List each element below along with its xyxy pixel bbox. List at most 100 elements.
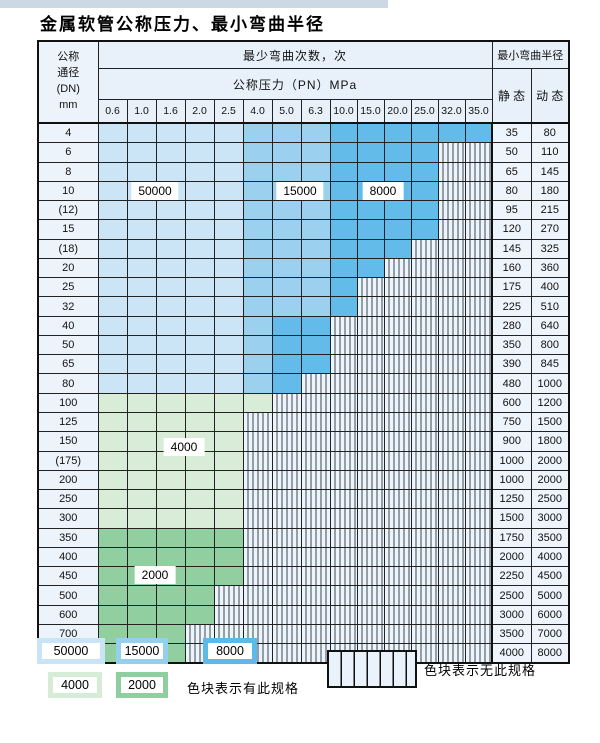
no-spec-cell [464,315,493,336]
no-spec-cell [271,508,302,529]
dynamic-radius-cell: 180 [530,180,570,202]
no-spec-cell [437,431,466,452]
cycle-cell-15000 [242,315,273,336]
cycle-cell-50000 [97,334,128,356]
no-spec-cell [356,527,385,548]
dn-cell: 400 [37,546,99,568]
no-spec-cell [300,604,331,625]
cycle-cell-50000 [213,296,244,317]
cycle-cell-8000 [271,354,302,375]
table-row: (12) 95 215 [37,200,570,221]
table-row: 500 2500 5000 [37,585,570,606]
cycle-cell-15000 [300,200,331,221]
cycle-cell-50000 [155,219,186,240]
no-spec-cell [383,392,412,413]
cycle-cell-50000 [97,122,128,144]
no-spec-cell [383,411,412,433]
dynamic-radius-cell: 2000 [530,469,570,491]
no-spec-cell [437,392,466,413]
dynamic-radius-cell: 2000 [530,450,570,471]
no-spec-cell [271,450,302,471]
cycle-cell-8000 [271,373,302,394]
legend-swatch-15000: 15000 [116,638,168,664]
cycle-cell-8000 [329,277,358,298]
static-radius-cell: 4000 [491,643,532,664]
cycle-cell-4000 [155,469,186,491]
pn-value-header: 0.6 [97,99,128,124]
cycle-cell-15000 [242,142,273,163]
static-radius-cell: 2000 [491,546,532,568]
cycle-cell-50000 [184,315,215,336]
no-spec-cell [437,296,466,317]
no-spec-cell [437,489,466,510]
cycle-cell-50000 [184,219,215,240]
no-spec-cell [464,392,493,413]
cycle-cell-15000 [242,354,273,375]
cycle-cell-15000 [242,238,273,259]
table-row: (18) 145 325 [37,238,570,259]
no-spec-cell [437,354,466,375]
no-spec-cell [300,450,331,471]
dn-cell: 200 [37,469,99,491]
cycle-cell-50000 [213,161,244,182]
table-row: 15 120 270 [37,219,570,240]
no-spec-cell [410,489,439,510]
cycle-cell-8000 [271,315,302,336]
no-spec-cell [410,238,439,259]
cycle-cell-2000 [155,585,186,606]
cycle-cell-50000 [213,373,244,394]
cycle-cell-50000 [126,257,157,279]
table-row: 300 1500 3000 [37,508,570,529]
no-spec-cell [271,392,302,413]
cycle-cell-15000 [242,296,273,317]
legend-swatch-8000: 8000 [203,638,257,664]
cycle-cell-50000 [213,142,244,163]
pn-value-header: 25.0 [410,99,439,124]
table-row: 40 280 640 [37,315,570,336]
dn-cell: 15 [37,219,99,240]
static-radius-cell: 390 [491,354,532,375]
cycle-cell-8000 [383,122,412,144]
cycle-cell-50000 [213,277,244,298]
no-spec-cell [300,431,331,452]
no-spec-cell [464,431,493,452]
cycle-cell-15000 [300,277,331,298]
no-spec-cell [329,566,358,587]
no-spec-cell [213,604,244,625]
cycle-cell-15000 [300,219,331,240]
cycle-cell-8000 [356,142,385,163]
cycle-cell-50000 [126,200,157,221]
dn-cell: 600 [37,604,99,625]
cycle-cell-4000 [184,411,215,433]
cycle-cell-2000 [213,546,244,568]
no-spec-cell [383,546,412,568]
no-spec-cell [437,566,466,587]
cycle-zone-label-15000: 15000 [276,182,324,201]
no-spec-cell [464,604,493,625]
no-spec-cell [383,315,412,336]
legend-no-spec-text: 色块表示无此规格 [424,663,537,678]
table-row: (175) 1000 2000 [37,450,570,471]
cycle-cell-8000 [383,200,412,221]
dn-cell: 40 [37,315,99,336]
cycle-cell-4000 [97,508,128,529]
no-spec-cell [383,257,412,279]
cycle-cell-50000 [184,296,215,317]
no-spec-cell [356,489,385,510]
no-spec-cell [329,623,358,645]
no-spec-cell [271,431,302,452]
dn-column-header: 公称 通径 (DN) mm [37,40,99,124]
cycle-cell-8000 [356,219,385,240]
no-spec-cell [356,508,385,529]
static-radius-cell: 175 [491,277,532,298]
cycle-cell-50000 [126,354,157,375]
cycle-cell-4000 [126,489,157,510]
no-spec-cell [464,200,493,221]
pn-values-header-row: 0.6 1.0 1.6 2.0 2.5 4.0 5.0 6.3 10.0 15.0 20.0 25.0… [38,99,569,124]
pn-value-header: 4.0 [242,99,273,124]
table-row: 20 160 360 [37,257,570,279]
no-spec-cell [300,643,331,664]
static-radius-cell: 280 [491,315,532,336]
dn-header-line: mm [59,98,78,111]
cycle-cell-50000 [126,296,157,317]
